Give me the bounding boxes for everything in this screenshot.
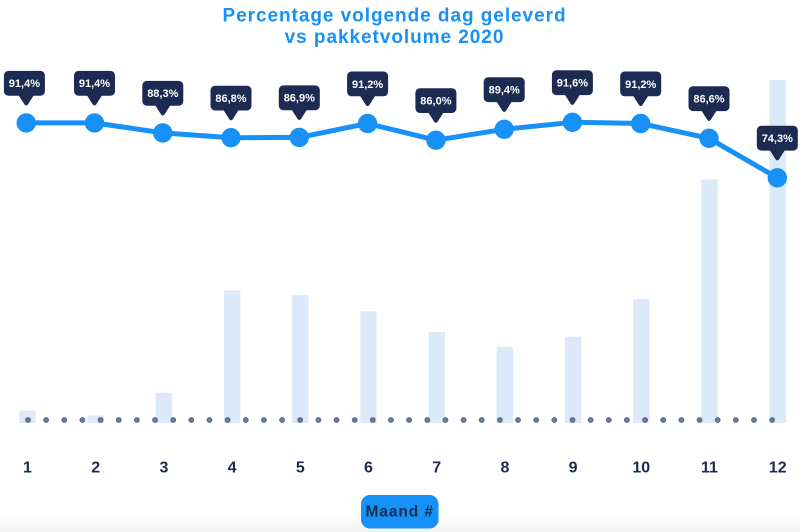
svg-text:2: 2 bbox=[91, 460, 100, 477]
svg-text:86,0%: 86,0% bbox=[420, 96, 451, 108]
svg-text:86,9%: 86,9% bbox=[284, 93, 315, 105]
svg-text:vs pakketvolume 2020: vs pakketvolume 2020 bbox=[285, 27, 505, 48]
svg-text:7: 7 bbox=[432, 460, 441, 477]
svg-text:89,4%: 89,4% bbox=[489, 85, 520, 97]
svg-text:88,3%: 88,3% bbox=[147, 88, 178, 100]
svg-text:74,3%: 74,3% bbox=[762, 133, 793, 145]
svg-text:86,6%: 86,6% bbox=[693, 94, 724, 106]
svg-text:91,4%: 91,4% bbox=[9, 78, 40, 90]
svg-text:Maand #: Maand # bbox=[366, 504, 434, 521]
svg-text:6: 6 bbox=[364, 460, 373, 477]
svg-text:11: 11 bbox=[701, 460, 718, 477]
svg-text:91,6%: 91,6% bbox=[557, 78, 588, 90]
svg-text:12: 12 bbox=[769, 460, 787, 477]
svg-text:8: 8 bbox=[500, 460, 509, 477]
svg-text:10: 10 bbox=[632, 460, 650, 477]
svg-text:3: 3 bbox=[159, 460, 168, 477]
svg-text:91,4%: 91,4% bbox=[79, 78, 110, 90]
svg-text:Percentage volgende dag geleve: Percentage volgende dag geleverd bbox=[222, 6, 566, 27]
svg-text:1: 1 bbox=[23, 460, 32, 477]
svg-text:5: 5 bbox=[296, 460, 305, 477]
svg-text:9: 9 bbox=[569, 460, 578, 477]
svg-text:91,2%: 91,2% bbox=[625, 79, 656, 91]
svg-text:86,8%: 86,8% bbox=[215, 93, 246, 105]
svg-text:91,2%: 91,2% bbox=[352, 79, 383, 91]
svg-text:4: 4 bbox=[228, 460, 237, 477]
